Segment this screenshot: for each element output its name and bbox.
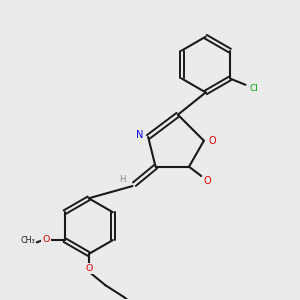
- Text: O: O: [42, 235, 50, 244]
- Text: O: O: [204, 176, 212, 186]
- Text: O: O: [85, 264, 92, 273]
- Text: H: H: [119, 175, 125, 184]
- Text: CH₃: CH₃: [20, 236, 35, 245]
- Text: O: O: [208, 136, 216, 146]
- Text: Cl: Cl: [249, 84, 258, 93]
- Text: N: N: [136, 130, 144, 140]
